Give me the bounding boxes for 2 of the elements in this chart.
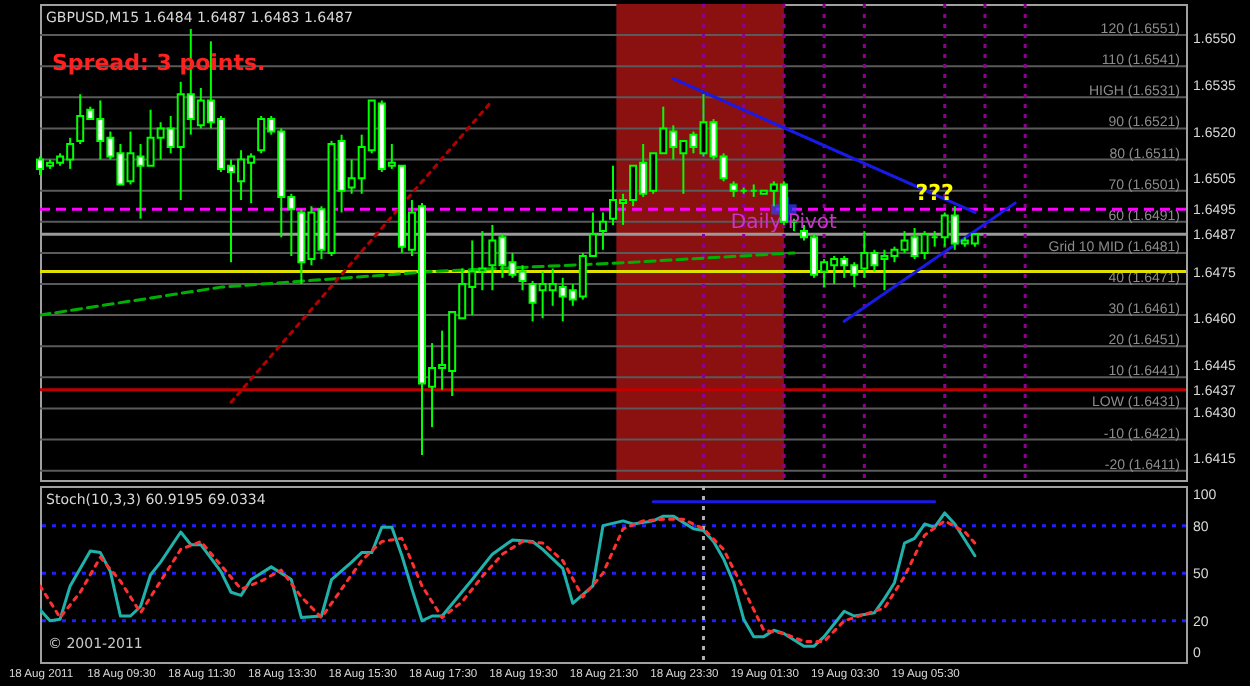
line-series (40, 251, 796, 317)
candlestick (598, 211, 607, 251)
